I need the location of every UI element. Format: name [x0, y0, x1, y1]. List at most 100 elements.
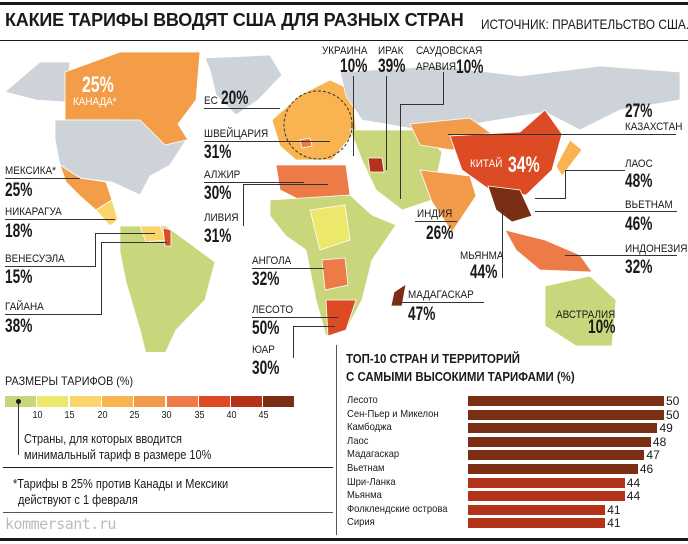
- leader-line: [400, 302, 484, 303]
- algeria-value: 30%: [204, 183, 232, 204]
- leader-line: [293, 326, 294, 358]
- leader-line: [204, 108, 280, 109]
- bar-value: 44: [626, 475, 641, 490]
- eu-name: ЕС: [204, 95, 218, 107]
- chart-title-line-1: ТОП-10 СТРАН И ТЕРРИТОРИЙ: [346, 351, 521, 366]
- madagascar-name: МАДАГАСКАР: [408, 289, 474, 301]
- indonesia: [504, 229, 593, 273]
- bar-label: Камбоджа: [347, 421, 392, 434]
- venezuela-name: ВЕНЕСУЭЛА: [5, 253, 65, 265]
- leader-line: [535, 211, 677, 212]
- bar-value: 50: [666, 407, 680, 422]
- legend-note-line-1: Страны, для которых вводится: [24, 432, 182, 446]
- bar: [468, 450, 645, 461]
- bar: [468, 436, 651, 447]
- angola: [321, 257, 349, 291]
- europe-highlight-circle: [283, 90, 353, 160]
- legend-tick-label: 15: [64, 410, 75, 421]
- bar: [468, 409, 664, 420]
- leader-line: [565, 170, 566, 198]
- libya-value: 31%: [204, 226, 232, 247]
- brand-logo: kommersant.ru: [5, 515, 116, 533]
- leader-line: [204, 141, 330, 142]
- indonesia-value: 32%: [625, 257, 653, 278]
- greenland: [204, 54, 283, 116]
- leader-line: [243, 184, 328, 185]
- bar-value: 49: [659, 421, 673, 436]
- leader-line: [101, 242, 167, 243]
- russia: [339, 65, 681, 131]
- legend-tick-label: 10: [32, 410, 43, 421]
- guyana: [162, 227, 172, 247]
- leader-line: [565, 170, 625, 171]
- japan: [555, 139, 583, 177]
- switzerland-name: ШВЕЙЦАРИЯ: [204, 128, 269, 140]
- bar-value: 48: [652, 434, 667, 449]
- legend-swatch: [101, 396, 133, 407]
- vietnam-name: ВЬЕТНАМ: [625, 199, 673, 211]
- legend-tick-label: 30: [161, 410, 172, 421]
- algeria-name: АЛЖИР: [204, 169, 241, 181]
- libya-name: ЛИВИЯ: [204, 212, 239, 224]
- south-america: [119, 225, 216, 352]
- world-map: [4, 51, 681, 352]
- venezuela-value: 15%: [5, 267, 33, 288]
- bar: [468, 396, 664, 406]
- canada-value: 25%: [82, 72, 114, 97]
- legend-swatch: [37, 396, 69, 407]
- indonesia-name: ИНДОНЕЗИЯ: [625, 243, 688, 255]
- eu-value: 20%: [221, 88, 249, 109]
- china: [449, 109, 563, 196]
- leader-line: [5, 314, 101, 315]
- bar-label: Мадагаскар: [347, 448, 400, 461]
- bar-value: 41: [607, 502, 621, 517]
- bar: [468, 477, 625, 488]
- vertical-divider: [336, 345, 337, 535]
- nicaragua-name: НИКАРАГУА: [5, 206, 62, 218]
- legend-dot: [16, 399, 21, 404]
- bar-label: Сен-Пьер и Микелон: [347, 407, 439, 420]
- bar-value: 44: [626, 489, 641, 504]
- legend-swatch: [263, 396, 295, 407]
- india-name: ИНДИЯ: [417, 208, 453, 220]
- leader-line: [5, 266, 95, 267]
- footnote-line-2: действуют с 1 февраля: [18, 493, 138, 507]
- leader-line: [502, 208, 503, 278]
- leader-line: [95, 233, 155, 234]
- leader-line: [565, 255, 677, 256]
- bar-label: Сирия: [347, 516, 375, 529]
- divider: [3, 467, 333, 468]
- source-note: ИСТОЧНИК: ПРАВИТЕЛЬСТВО США.: [481, 16, 688, 32]
- top-rule: [0, 2, 688, 5]
- leader-line: [400, 104, 401, 199]
- legend-tick-label: 25: [129, 410, 140, 421]
- sa-value: 30%: [252, 358, 280, 379]
- legend-swatch: [134, 396, 166, 407]
- saudi-value: 10%: [456, 57, 484, 78]
- leader-line: [243, 184, 244, 226]
- divider: [3, 512, 333, 513]
- laos-value: 48%: [625, 171, 653, 192]
- australia-value: 10%: [588, 317, 616, 338]
- leader-line: [535, 198, 566, 199]
- legend-tick-label: 35: [194, 410, 205, 421]
- bar-label: Лаос: [347, 434, 369, 447]
- madagascar-value: 47%: [408, 304, 436, 325]
- bar: [468, 491, 625, 502]
- madagascar: [390, 283, 407, 307]
- ukraine-value: 10%: [340, 56, 368, 77]
- nicaragua-value: 18%: [5, 221, 33, 242]
- legend-tick-label: 45: [258, 410, 269, 421]
- legend-pointer-line: [18, 404, 19, 455]
- ukraine-name: УКРАИНА: [322, 45, 368, 57]
- legend-tick-label: 40: [226, 410, 237, 421]
- india-value: 26%: [426, 223, 454, 244]
- bar-value: 41: [607, 516, 621, 531]
- myanmar-value: 44%: [470, 262, 498, 283]
- angola-name: АНГОЛА: [252, 255, 292, 267]
- lesotho-name: ЛЕСОТО: [252, 304, 294, 316]
- leader-line: [101, 242, 102, 315]
- myanmar-name: МЬЯНМА: [460, 250, 504, 262]
- iraq-name: ИРАК: [378, 45, 404, 57]
- bar-value: 50: [666, 394, 680, 408]
